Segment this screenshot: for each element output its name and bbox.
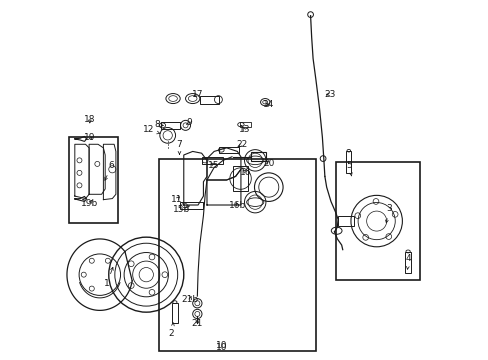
Text: 16: 16 — [239, 168, 251, 177]
Bar — [233, 166, 247, 191]
Text: 23: 23 — [324, 90, 335, 99]
Text: 19: 19 — [84, 132, 95, 141]
Text: 4: 4 — [405, 254, 411, 269]
Text: 10: 10 — [215, 341, 226, 350]
Bar — [200, 96, 219, 104]
Text: 9: 9 — [186, 118, 192, 127]
Text: 22: 22 — [236, 140, 247, 149]
Text: 7: 7 — [176, 140, 182, 154]
Text: 20: 20 — [264, 159, 275, 168]
Text: 5: 5 — [346, 161, 351, 176]
Bar — [172, 303, 177, 323]
Text: 19b: 19b — [81, 199, 98, 208]
Text: 14: 14 — [263, 100, 274, 109]
Text: 10: 10 — [215, 343, 226, 352]
Bar — [405, 252, 410, 273]
Text: 13: 13 — [238, 126, 250, 135]
Text: 6: 6 — [104, 161, 114, 180]
Text: 21: 21 — [191, 319, 203, 328]
Text: 11: 11 — [170, 195, 182, 204]
Text: 16b: 16b — [228, 201, 245, 210]
Bar — [219, 147, 239, 153]
Text: 1: 1 — [104, 267, 113, 288]
Bar — [250, 152, 265, 161]
Bar — [180, 202, 203, 208]
Text: 15: 15 — [208, 161, 220, 170]
Bar — [160, 122, 180, 129]
Bar — [346, 152, 350, 173]
Text: 3: 3 — [385, 204, 391, 223]
Bar — [159, 158, 315, 351]
Bar — [201, 157, 223, 164]
Text: 17: 17 — [191, 90, 203, 99]
Bar — [335, 162, 419, 280]
Text: 21b: 21b — [181, 295, 198, 304]
Text: 12: 12 — [143, 126, 160, 135]
Text: 18: 18 — [84, 115, 95, 124]
Text: 8: 8 — [154, 120, 163, 129]
Bar — [337, 216, 353, 226]
Bar — [240, 122, 251, 127]
Text: 15b: 15b — [173, 205, 190, 214]
Text: 2: 2 — [168, 323, 174, 338]
Bar — [69, 137, 118, 223]
